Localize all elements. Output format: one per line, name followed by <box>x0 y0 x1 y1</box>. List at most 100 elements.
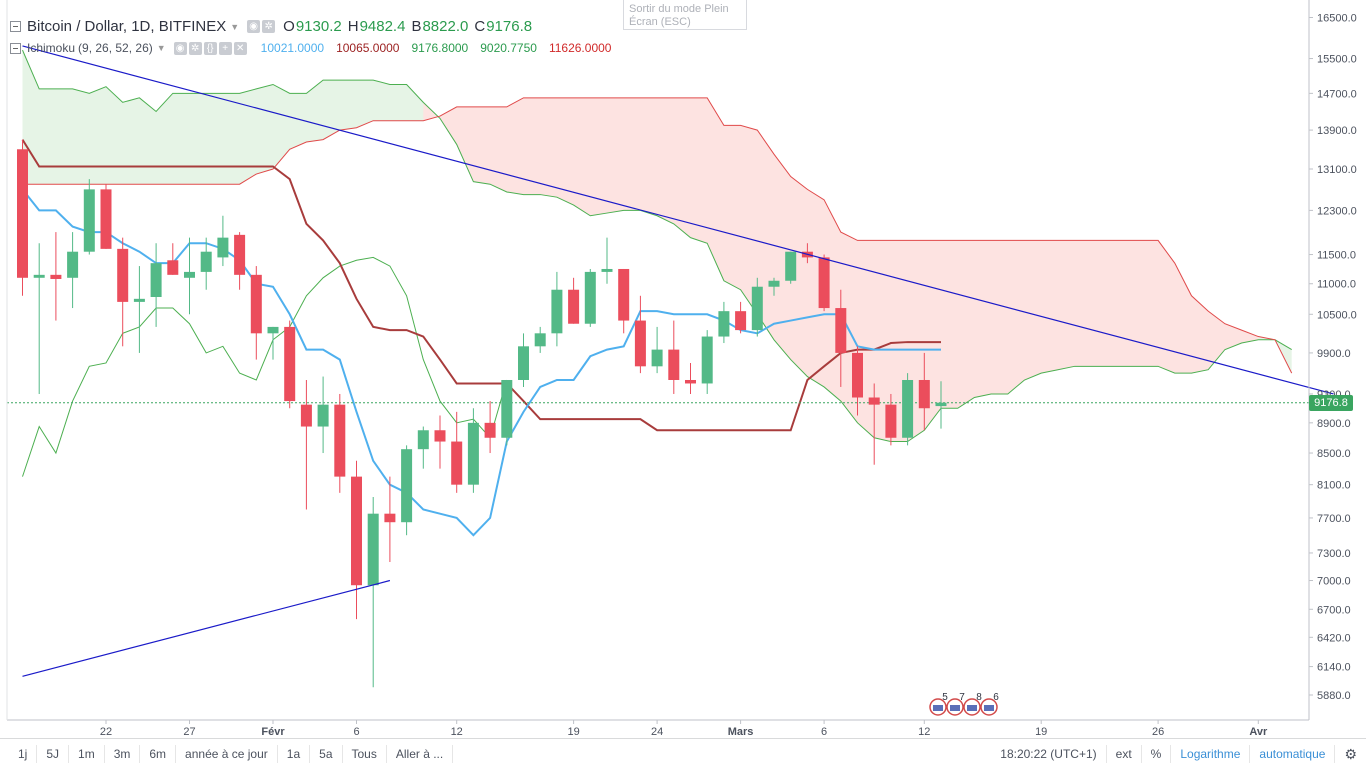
candle-body[interactable] <box>534 333 546 347</box>
log-toggle[interactable]: Logarithme <box>1171 745 1251 763</box>
candle[interactable] <box>117 237 129 347</box>
candle[interactable] <box>651 326 663 374</box>
candle[interactable] <box>885 393 897 446</box>
candle[interactable] <box>768 277 780 296</box>
candle[interactable] <box>551 271 563 347</box>
percent-toggle[interactable]: % <box>1142 745 1172 763</box>
braces-icon[interactable]: {} <box>203 41 217 55</box>
candle-body[interactable] <box>434 430 446 442</box>
event-flag[interactable]: 6 <box>980 692 999 716</box>
trendlines[interactable] <box>22 45 1334 677</box>
collapse-legend-icon[interactable] <box>10 21 21 32</box>
candle-body[interactable] <box>217 237 229 258</box>
range-button[interactable]: 1m <box>69 745 105 763</box>
range-button[interactable]: Aller à ... <box>387 745 454 763</box>
candle[interactable] <box>501 379 513 446</box>
candle-body[interactable] <box>751 286 763 331</box>
candle[interactable] <box>484 401 496 454</box>
candle-body[interactable] <box>935 402 947 407</box>
candle[interactable] <box>568 277 580 324</box>
candle-body[interactable] <box>651 349 663 367</box>
candle-body[interactable] <box>167 260 179 275</box>
candle[interactable] <box>668 320 680 394</box>
candle-body[interactable] <box>501 379 513 438</box>
gear-icon[interactable]: ✲ <box>188 41 202 55</box>
candle[interactable] <box>384 476 396 563</box>
candle[interactable] <box>417 426 429 469</box>
candle-body[interactable] <box>701 336 713 384</box>
candle-body[interactable] <box>584 271 596 324</box>
candle-body[interactable] <box>835 308 847 353</box>
candle-body[interactable] <box>852 352 863 398</box>
range-button[interactable]: année à ce jour <box>176 745 278 763</box>
event-flag[interactable]: 8 <box>963 692 982 716</box>
candles[interactable] <box>17 139 947 688</box>
candle[interactable] <box>334 393 346 493</box>
gear-icon[interactable]: ⚙ <box>1344 746 1357 762</box>
plus-icon[interactable]: + <box>218 41 232 55</box>
range-button[interactable]: 1j <box>0 745 38 763</box>
candle-body[interactable] <box>184 271 195 278</box>
candle[interactable] <box>434 415 446 469</box>
candle-body[interactable] <box>50 274 62 279</box>
candle[interactable] <box>317 376 329 454</box>
candle-body[interactable] <box>351 476 362 586</box>
candle[interactable] <box>133 266 145 353</box>
trendline-descending[interactable] <box>22 45 1334 395</box>
candle-body[interactable] <box>518 346 529 380</box>
candle[interactable] <box>267 326 279 360</box>
candle[interactable] <box>701 330 713 394</box>
range-button[interactable]: Tous <box>343 745 387 763</box>
candle[interactable] <box>33 243 45 394</box>
chevron-down-icon[interactable]: ▼ <box>156 43 166 53</box>
candle[interactable] <box>601 237 613 284</box>
candle[interactable] <box>67 232 79 309</box>
candle[interactable] <box>534 326 546 353</box>
candle-body[interactable] <box>768 280 780 287</box>
candle-body[interactable] <box>818 257 830 309</box>
candle[interactable] <box>818 254 830 312</box>
candle-body[interactable] <box>618 268 630 321</box>
price-chart[interactable]: 16500.0 15500.0 14700.0 13900.0 13100.0 12300… <box>0 0 1366 738</box>
candle-body[interactable] <box>551 289 563 334</box>
candle-body[interactable] <box>601 268 613 272</box>
candle[interactable] <box>618 268 630 334</box>
indicator-name[interactable]: Ichimoku <box>27 41 76 55</box>
candle-body[interactable] <box>284 326 296 402</box>
candle-body[interactable] <box>117 248 129 302</box>
candle-body[interactable] <box>735 311 747 331</box>
candle[interactable] <box>835 289 847 387</box>
chevron-down-icon[interactable]: ▼ <box>230 21 240 32</box>
candle[interactable] <box>785 251 797 284</box>
range-button[interactable]: 5a <box>310 745 343 763</box>
candle-body[interactable] <box>67 251 79 278</box>
candle-body[interactable] <box>334 404 346 477</box>
candle-body[interactable] <box>634 320 646 367</box>
trendline-ascending[interactable] <box>22 579 391 677</box>
candle-body[interactable] <box>401 449 413 523</box>
candle-body[interactable] <box>868 397 880 405</box>
candle-body[interactable] <box>668 349 680 380</box>
candle[interactable] <box>451 411 463 493</box>
range-button[interactable]: 1a <box>278 745 311 763</box>
eye-icon[interactable]: ◉ <box>173 41 187 55</box>
candle[interactable] <box>518 333 529 387</box>
candle[interactable] <box>234 232 246 290</box>
candle[interactable] <box>935 381 947 429</box>
eye-icon[interactable]: ◉ <box>247 20 261 33</box>
candle[interactable] <box>83 179 95 255</box>
candle-body[interactable] <box>33 274 45 278</box>
candle-body[interactable] <box>417 430 429 450</box>
candle[interactable] <box>184 237 195 315</box>
candle-body[interactable] <box>785 251 797 281</box>
range-button[interactable]: 3m <box>105 745 141 763</box>
candle-body[interactable] <box>17 149 28 278</box>
candle[interactable] <box>868 383 880 465</box>
candle-body[interactable] <box>685 379 696 384</box>
candle[interactable] <box>200 237 212 290</box>
candle[interactable] <box>467 408 479 493</box>
candle[interactable] <box>50 232 62 321</box>
candle[interactable] <box>284 320 296 409</box>
candle[interactable] <box>100 184 112 249</box>
collapse-indicator-icon[interactable] <box>10 42 21 54</box>
